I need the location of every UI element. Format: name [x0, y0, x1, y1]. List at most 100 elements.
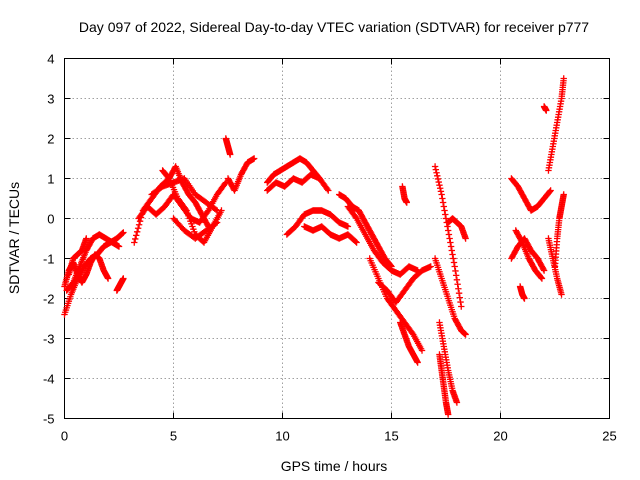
y-tick-label: -1 — [43, 252, 55, 267]
data-point — [446, 235, 453, 242]
data-point — [212, 206, 220, 213]
data-point — [434, 172, 441, 180]
y-tick-label: 4 — [47, 52, 54, 67]
x-tick-label: 0 — [61, 429, 68, 444]
data-point — [427, 263, 434, 270]
data-point — [344, 223, 352, 230]
data-point — [458, 303, 465, 310]
data-point — [456, 294, 464, 301]
data-point — [133, 228, 141, 236]
y-tick-label: 3 — [47, 92, 54, 107]
data-point — [444, 227, 452, 234]
data-point — [435, 178, 442, 186]
data-point — [250, 155, 258, 162]
data-point — [118, 230, 126, 238]
data-point — [444, 223, 451, 230]
data-point — [436, 181, 443, 189]
y-axis: -5 -4 -3 -2 -1 0 1 2 3 4 — [43, 52, 610, 427]
data-point — [437, 188, 445, 195]
data-point — [558, 291, 565, 298]
x-tick-label: 5 — [170, 429, 177, 444]
x-tick-label: 15 — [384, 429, 398, 444]
data-point — [449, 251, 456, 258]
data-point — [403, 199, 410, 206]
data-point — [104, 275, 112, 282]
data-point — [324, 185, 331, 193]
data-point — [454, 281, 461, 288]
data-point — [540, 267, 548, 274]
data-point — [438, 191, 445, 198]
data-point — [213, 219, 221, 226]
data-point — [226, 151, 234, 158]
data-point — [455, 285, 462, 292]
data-point — [537, 274, 545, 281]
y-tick-label: -4 — [43, 372, 55, 387]
y-axis-label: SDTVAR / TECUs — [6, 182, 22, 294]
data-point — [132, 232, 140, 239]
data-point — [540, 265, 547, 273]
data-point — [447, 239, 454, 246]
data-point — [442, 215, 450, 222]
y-tick-label: 1 — [47, 172, 54, 187]
y-tick-label: -3 — [43, 332, 55, 347]
data-point — [521, 295, 528, 302]
x-axis: 0 5 10 15 20 25 — [61, 58, 617, 444]
data-point — [448, 247, 456, 254]
chart-title: Day 097 of 2022, Sidereal Day-to-day VTE… — [79, 19, 589, 35]
data-point — [444, 411, 452, 418]
data-point — [431, 163, 439, 170]
data-point — [432, 166, 440, 173]
data-point — [440, 203, 448, 210]
data-point — [439, 199, 447, 206]
data-point — [325, 187, 332, 194]
data-point — [538, 275, 546, 282]
data-point — [353, 239, 360, 246]
data-point — [560, 75, 567, 82]
data-point — [462, 235, 469, 242]
data-point — [452, 272, 460, 279]
data-point — [119, 229, 126, 237]
data-points — [61, 75, 567, 418]
data-point — [414, 359, 421, 366]
data-point — [434, 175, 442, 183]
data-point — [135, 221, 143, 228]
data-point — [132, 235, 139, 243]
data-point — [134, 225, 142, 232]
y-tick-label: 0 — [47, 212, 54, 227]
data-point — [352, 238, 359, 245]
data-point — [131, 239, 138, 246]
data-point — [452, 267, 459, 275]
data-point — [546, 188, 554, 195]
data-point — [418, 347, 426, 354]
data-point — [518, 237, 525, 245]
y-tick-label: -2 — [43, 292, 55, 307]
data-point — [462, 331, 469, 338]
y-tick-label: -5 — [43, 412, 55, 427]
data-point — [442, 211, 449, 218]
plot-frame — [64, 58, 610, 419]
x-axis-label: GPS time / hours — [281, 458, 388, 474]
data-point — [445, 231, 453, 238]
data-point — [447, 243, 455, 250]
x-tick-label: 25 — [602, 429, 616, 444]
data-point — [543, 107, 550, 114]
data-point — [450, 259, 458, 266]
data-point — [120, 229, 127, 236]
data-point — [439, 195, 446, 202]
data-point — [213, 207, 221, 214]
data-point — [451, 263, 458, 270]
data-point — [560, 191, 567, 198]
data-point — [115, 243, 123, 250]
data-point — [457, 298, 464, 306]
x-tick-label: 10 — [275, 429, 289, 444]
data-point — [433, 169, 440, 176]
x-tick-label: 20 — [493, 429, 507, 444]
data-point — [441, 207, 448, 214]
data-point — [221, 180, 229, 188]
data-point — [455, 289, 463, 297]
data-point — [83, 235, 90, 242]
data-point — [436, 185, 444, 192]
data-point — [453, 399, 461, 406]
y-tick-label: 2 — [47, 132, 54, 147]
